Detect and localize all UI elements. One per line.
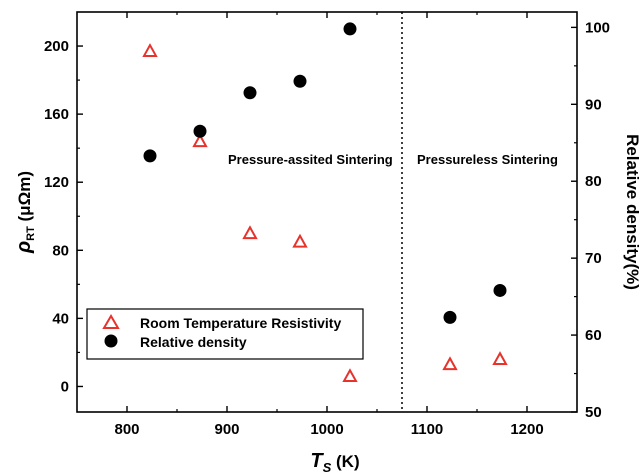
y-right-tick-label: 70 <box>585 250 602 267</box>
y-left-axis-symbol: ρ <box>13 241 35 254</box>
density-point <box>143 149 157 163</box>
legend: Room Temperature Resistivity Relative de… <box>86 308 364 360</box>
x-axis-symbol: T <box>310 450 324 472</box>
x-tick-label: 1000 <box>310 421 343 438</box>
y-left-tick-label: 120 <box>44 174 69 191</box>
points-layer <box>142 22 508 383</box>
resistivity-point <box>342 368 358 383</box>
y-left-axis-unit: (μΩm) <box>15 171 34 226</box>
annotation-pressureless: Pressureless Sintering <box>417 152 558 167</box>
resistivity-point <box>142 43 158 57</box>
x-tick-label: 900 <box>214 421 239 438</box>
x-axis-title: TS (K) <box>310 450 359 475</box>
x-axis-subscript: S <box>323 460 332 475</box>
resistivity-point <box>242 225 258 240</box>
ticks-layer: 800 900 1000 1100 1200 0 40 80 120 160 200 50 60 70 80… <box>44 12 610 438</box>
y-right-tick-label: 100 <box>585 19 610 36</box>
x-tick-label: 1100 <box>411 421 444 438</box>
y-left-axis-title: ρRT (μΩm) <box>13 171 37 254</box>
y-right-tick-label: 50 <box>585 404 602 421</box>
y-right-tick-label: 80 <box>585 173 602 190</box>
density-point <box>243 86 257 100</box>
legend-box <box>86 308 364 360</box>
y-left-tick-label: 40 <box>52 310 69 327</box>
y-right-axis-title: Relative density(%) <box>623 134 642 290</box>
legend-marker-density <box>104 334 118 348</box>
legend-label-resistivity: Room Temperature Resistivity <box>140 315 341 331</box>
density-point <box>443 310 457 324</box>
y-left-tick-label: 80 <box>52 242 69 259</box>
resistivity-point <box>192 133 208 148</box>
x-tick-label: 1200 <box>510 421 543 438</box>
y-left-tick-label: 160 <box>44 106 69 123</box>
y-left-tick-label: 0 <box>61 378 69 395</box>
resistivity-point <box>292 233 308 248</box>
x-axis-unit: (K) <box>331 452 359 471</box>
annotation-pressure-assisted: Pressure-assited Sintering <box>228 152 393 167</box>
legend-label-density: Relative density <box>140 334 247 350</box>
y-left-axis-subscript: RT <box>25 226 37 241</box>
y-right-tick-label: 60 <box>585 327 602 344</box>
density-point <box>193 124 207 138</box>
density-point <box>493 283 507 297</box>
density-point <box>343 22 357 36</box>
x-tick-label: 800 <box>114 421 139 438</box>
y-left-tick-label: 200 <box>44 38 69 55</box>
density-point <box>293 74 307 88</box>
resistivity-point <box>492 351 508 366</box>
resistivity-point <box>442 356 458 371</box>
legend-marker-resistivity <box>102 314 120 329</box>
y-right-tick-label: 90 <box>585 96 602 113</box>
